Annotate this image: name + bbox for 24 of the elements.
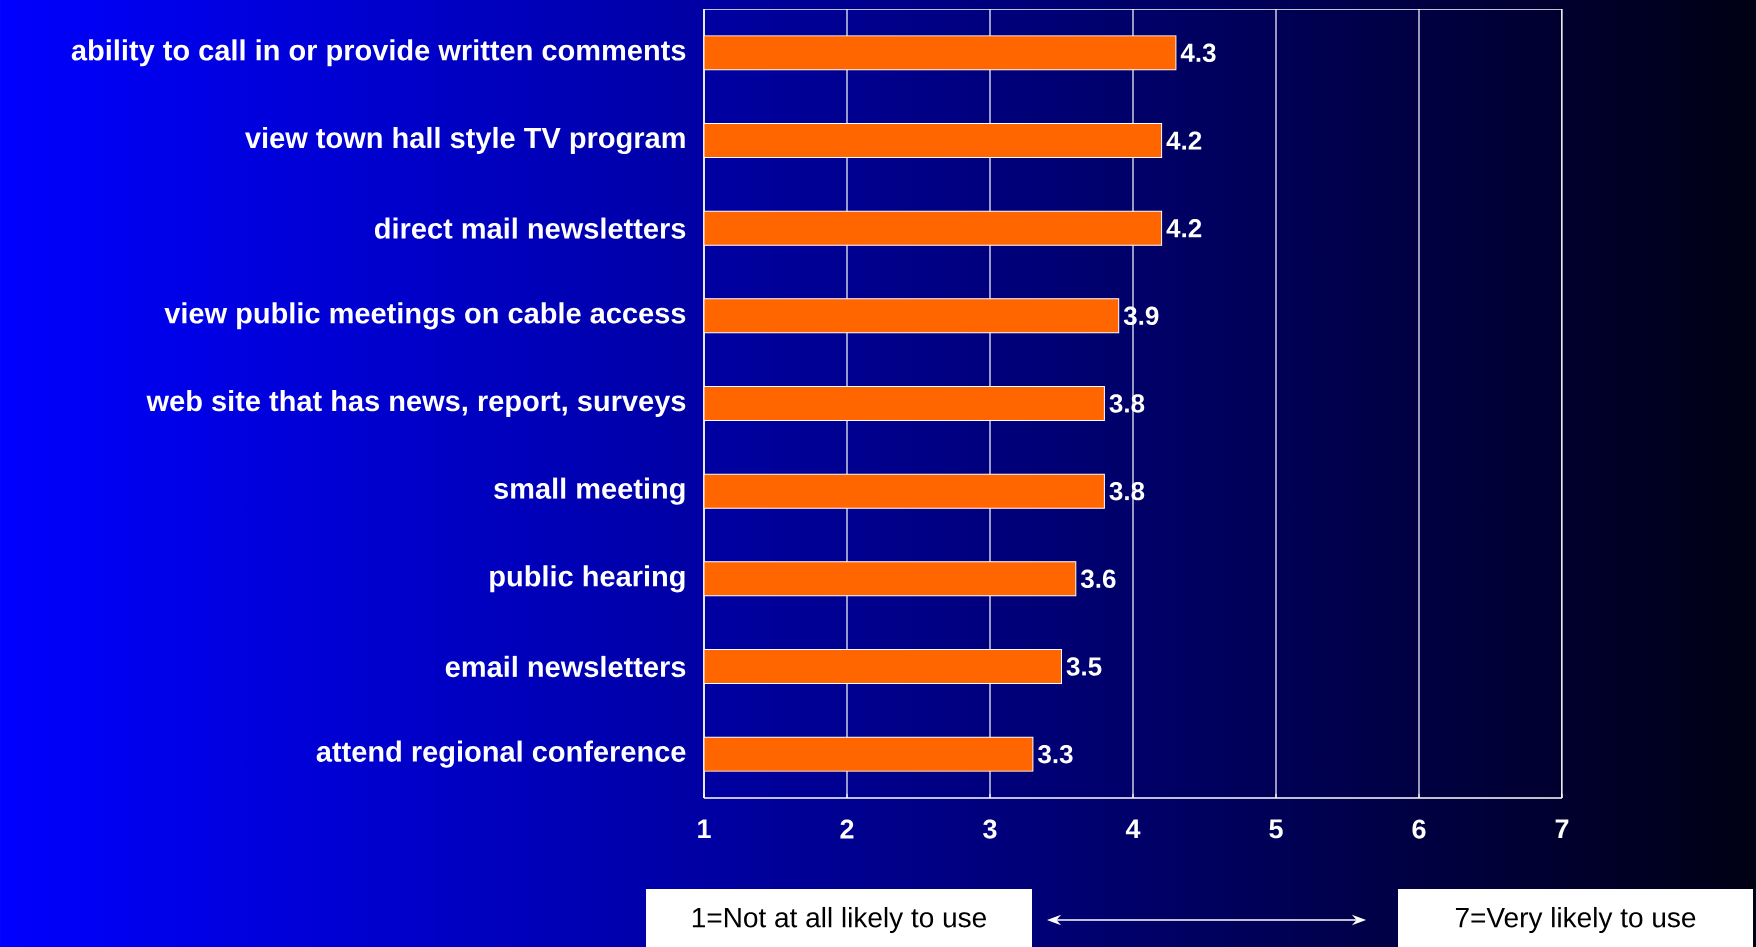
x-tick-label: 1: [698, 819, 711, 839]
y-tick-label: public hearing: [490, 565, 685, 593]
x-tick-label: 5: [1269, 819, 1283, 839]
data-label: 3.6: [1080, 569, 1116, 589]
y-tick-label: attend regional conference: [316, 740, 686, 768]
data-label: 3.3: [1038, 744, 1073, 764]
x-tick-label: 4: [1125, 819, 1141, 839]
y-tick-label: view public meetings on cable access: [164, 302, 686, 330]
y-tick-label: view town hall style TV program: [245, 126, 685, 155]
data-label: 4.2: [1166, 219, 1202, 238]
text: 1=Not at all likely to use: [692, 906, 986, 934]
data-label: 4.2: [1166, 131, 1202, 150]
y-tick-label: email newsletters: [445, 655, 686, 678]
y-tick-label: ability to call in or provide written comments: [71, 39, 686, 67]
y-tick-label: direct mail newsletters: [374, 217, 686, 239]
x-tick-label: 3: [983, 819, 997, 839]
data-label: 4.3: [1180, 43, 1216, 63]
x-tick-label: 2: [840, 819, 854, 839]
x-tick-label: 7: [1555, 819, 1569, 839]
data-label: 3.5: [1066, 657, 1102, 676]
y-tick-label: web site that has news, report, surveys: [146, 389, 686, 418]
y-tick-label: small meeting: [494, 477, 685, 505]
text: 7=Very likely to use: [1455, 906, 1696, 934]
x-tick-label: 6: [1412, 819, 1426, 839]
